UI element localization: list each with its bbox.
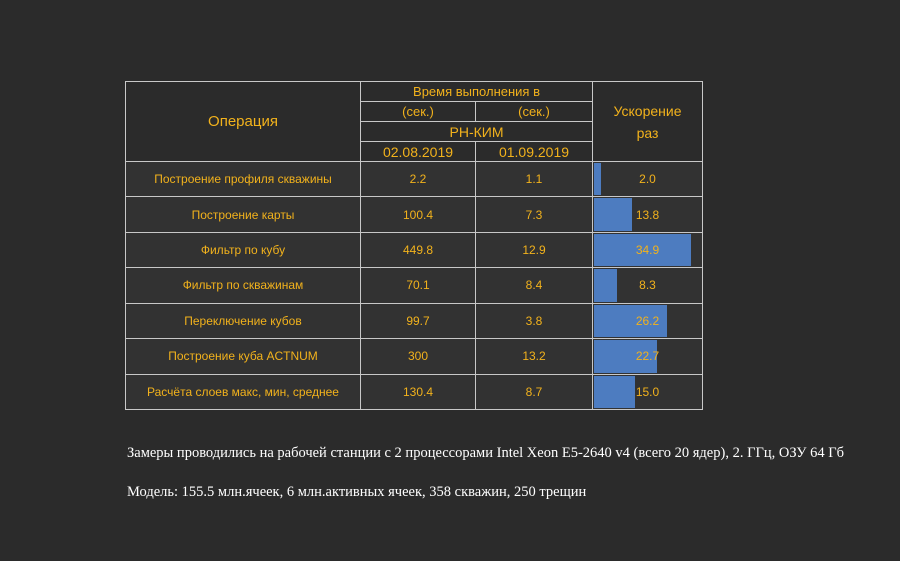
header-date-1: 02.08.2019 <box>360 141 476 162</box>
speedup-value: 15.0 <box>635 384 660 399</box>
time-2019-09-01: 1.1 <box>474 160 594 198</box>
table-row: Переключение кубов 99.7 3.8 26.2 <box>125 302 704 340</box>
header-sec-1: (сек.) <box>360 101 476 122</box>
speedup-bar <box>594 198 633 231</box>
time-2019-08-02: 449.8 <box>360 231 476 269</box>
time-2019-08-02: 99.7 <box>360 302 476 340</box>
note-model: Модель: 155.5 млн.ячеек, 6 млн.активных … <box>127 484 587 500</box>
table-row: Расчёта слоев макс, мин, среднее 130.4 8.7… <box>125 373 704 411</box>
speedup-cell: 13.8 <box>592 196 704 233</box>
time-2019-09-01: 8.4 <box>474 267 594 304</box>
time-2019-09-01: 3.8 <box>474 302 594 340</box>
table-row: Фильтр по скважинам 70.1 8.4 8.3 <box>125 267 704 304</box>
time-2019-08-02: 70.1 <box>360 267 476 304</box>
time-2019-09-01: 12.9 <box>474 231 594 269</box>
table-row: Фильтр по кубу 449.8 12.9 34.9 <box>125 231 704 269</box>
note-hardware: Замеры проводились на рабочей станции с … <box>127 445 844 461</box>
operation-name: Построение куба ACTNUM <box>125 338 361 375</box>
time-2019-08-02: 2.2 <box>360 160 476 198</box>
time-2019-09-01: 8.7 <box>474 373 594 411</box>
time-2019-08-02: 100.4 <box>360 196 476 233</box>
speedup-value: 22.7 <box>635 349 660 364</box>
time-2019-08-02: 130.4 <box>360 373 476 411</box>
operation-name: Построение профиля скважины <box>125 160 361 198</box>
header-speedup-line1: Ускорение <box>613 102 682 119</box>
speedup-cell: 15.0 <box>592 373 704 411</box>
speedup-bar <box>594 304 668 338</box>
benchmark-table: Операция Время выполнения в Ускорение ра… <box>125 81 704 411</box>
speedup-bar <box>594 375 636 408</box>
header-exec-time: Время выполнения в <box>359 81 594 102</box>
speedup-cell: 2.0 <box>592 160 704 198</box>
operation-name: Фильтр по скважинам <box>125 267 361 304</box>
speedup-value: 13.8 <box>635 207 660 222</box>
operation-name: Расчёта слоев макс, мин, среднее <box>125 373 361 411</box>
table-row: Построение профиля скважины 2.2 1.1 2.0 <box>125 160 704 198</box>
header-operation: Операция <box>125 81 361 162</box>
header-sec-2: (сек.) <box>474 101 594 122</box>
operation-name: Фильтр по кубу <box>125 231 361 269</box>
header-speedup-line2: раз <box>636 124 659 141</box>
speedup-value: 8.3 <box>639 278 656 293</box>
operation-name: Построение карты <box>125 196 361 233</box>
speedup-cell: 34.9 <box>592 231 704 269</box>
header-app: РН-КИМ <box>359 121 594 142</box>
time-2019-08-02: 300 <box>360 338 476 375</box>
speedup-value: 34.9 <box>635 243 660 258</box>
speedup-cell: 22.7 <box>592 338 704 375</box>
speedup-bar <box>594 340 658 373</box>
operation-name: Переключение кубов <box>125 302 361 340</box>
header-speedup: Ускорение раз <box>592 81 704 162</box>
time-2019-09-01: 7.3 <box>474 196 594 233</box>
table-row: Построение карты 100.4 7.3 13.8 <box>125 196 704 233</box>
table-row: Построение куба ACTNUM 300 13.2 22.7 <box>125 338 704 375</box>
speedup-value: 2.0 <box>639 172 656 187</box>
speedup-value: 26.2 <box>635 313 660 328</box>
speedup-cell: 8.3 <box>592 267 704 304</box>
time-2019-09-01: 13.2 <box>474 338 594 375</box>
speedup-bar <box>594 163 601 196</box>
speedup-cell: 26.2 <box>592 302 704 340</box>
speedup-bar <box>594 233 692 267</box>
speedup-bar <box>594 269 617 302</box>
header-date-2: 01.09.2019 <box>474 141 594 162</box>
